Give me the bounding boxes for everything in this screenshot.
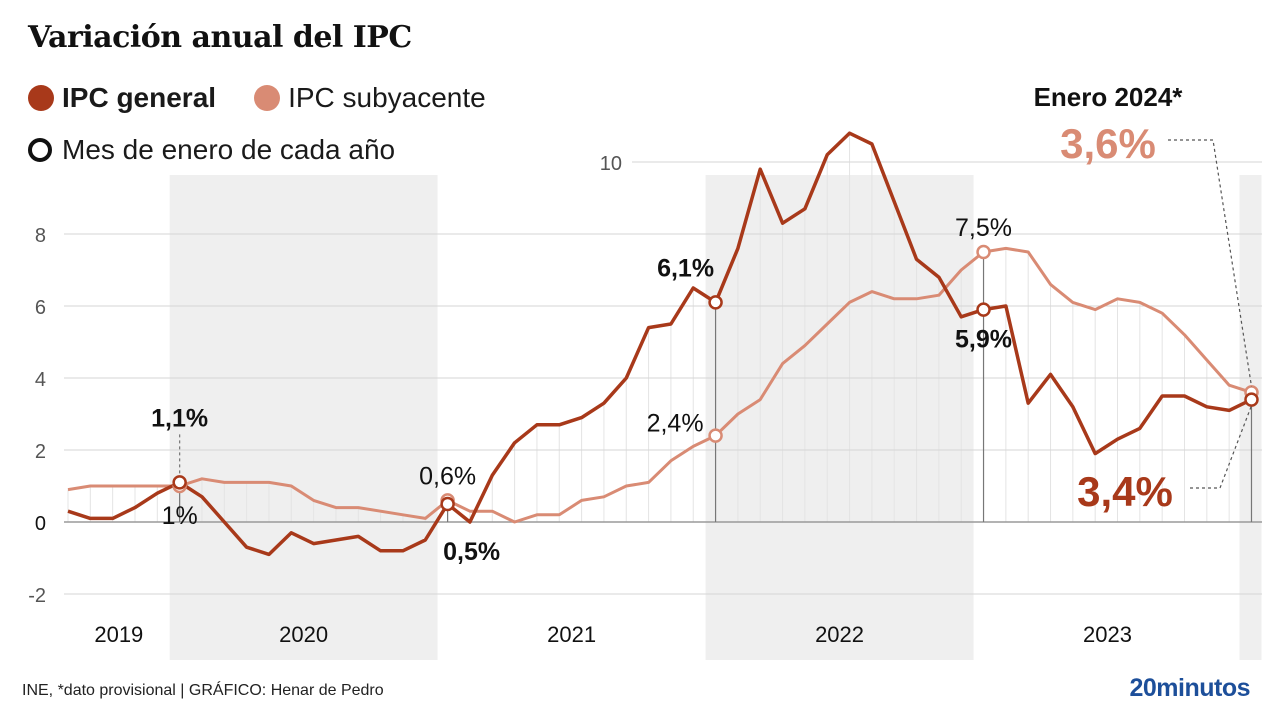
legend: IPC general IPC subyacente	[28, 82, 524, 114]
january-marker	[708, 428, 723, 443]
january-marker	[976, 302, 991, 317]
chart-title: Variación anual del IPC	[28, 20, 412, 55]
legend-swatch-subyacente-icon	[254, 85, 281, 111]
january-marker	[1244, 392, 1259, 407]
data-label: 1,1%	[151, 404, 208, 432]
x-tick-label: 2021	[547, 622, 596, 647]
legend-label-subyacente: IPC subyacente	[288, 82, 486, 113]
january-marker-icon	[28, 138, 52, 162]
callout-value-general: 3,4%	[1077, 468, 1173, 515]
x-tick-label: 2020	[279, 622, 328, 647]
data-label: 2,4%	[647, 410, 704, 438]
legend-label-general: IPC general	[62, 82, 217, 113]
legend-item-subyacente: IPC subyacente	[254, 82, 486, 114]
series-line-subyacente	[67, 246, 1252, 524]
x-tick-label: 2023	[1083, 622, 1132, 647]
y-tick-label: 0	[35, 513, 46, 535]
data-label: 0,5%	[443, 538, 500, 566]
legend-item-general: IPC general	[28, 82, 216, 114]
y-tick-label: 6	[35, 297, 46, 319]
source-credit: INE, *dato provisional | GRÁFICO: Henar …	[22, 682, 384, 699]
data-label: 5,9%	[955, 326, 1012, 354]
legend-label-january: Mes de enero de cada año	[62, 134, 396, 165]
x-tick-label: 2022	[815, 622, 864, 647]
brand-logo: 20minutos	[1129, 674, 1250, 702]
legend-swatch-general-icon	[28, 85, 54, 111]
y-tick-label: -2	[28, 585, 46, 607]
callout-leader-general	[1190, 405, 1253, 489]
y-tick-label: 8	[35, 225, 46, 247]
data-label: 7,5%	[955, 214, 1012, 242]
y-tick-label: 4	[35, 369, 46, 391]
january-marker	[440, 496, 455, 512]
data-label: 1%	[162, 502, 198, 530]
y-tick-label: 10	[600, 153, 622, 175]
data-label: 6,1%	[657, 254, 714, 282]
january-marker	[708, 295, 723, 310]
year-band-2020	[169, 175, 438, 660]
data-label: 0,6%	[419, 462, 476, 490]
y-tick-label: 2	[35, 441, 46, 463]
january-marker	[172, 475, 187, 490]
january-marker	[976, 244, 991, 260]
year-band-2022	[705, 175, 974, 660]
year-band-2024	[1239, 175, 1262, 660]
callout-heading: Enero 2024*	[1034, 82, 1184, 112]
callout-value-subyacente: 3,6%	[1060, 120, 1156, 167]
legend-january: Mes de enero de cada año	[28, 134, 395, 166]
x-tick-label: 2019	[94, 622, 143, 647]
callout-leader-subyacente	[1168, 139, 1253, 387]
series-line-general	[67, 131, 1253, 557]
